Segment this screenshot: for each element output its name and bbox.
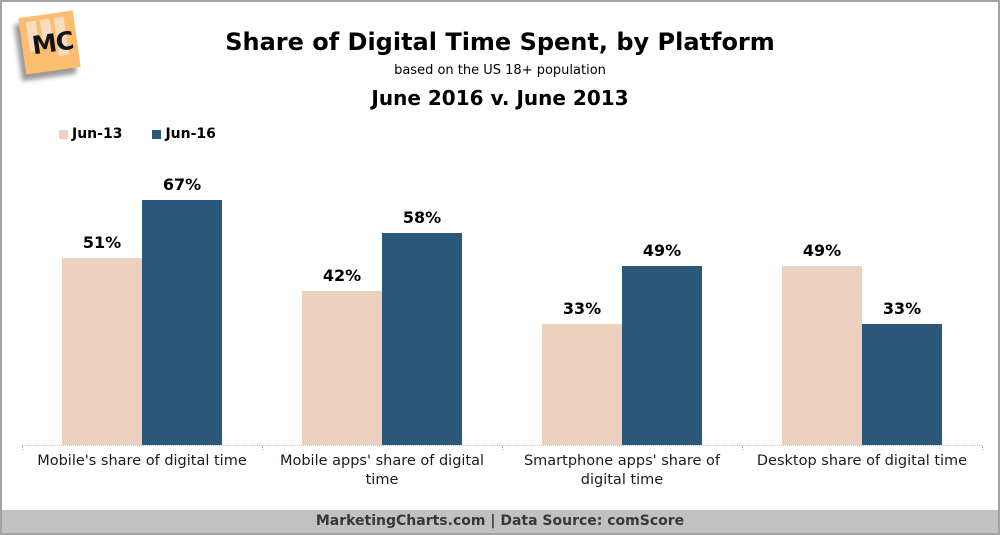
value-label: 49%	[642, 241, 682, 260]
bar-group: 42% 58%	[262, 152, 502, 445]
logo-bar-chart-icon	[18, 10, 72, 56]
category-label: Mobile apps' share of digital time	[279, 453, 485, 488]
legend-item-jun-16: Jun-16	[152, 126, 216, 142]
bar-jun-16	[382, 233, 462, 445]
legend-item-jun-13: Jun-13	[59, 126, 122, 142]
value-label: 33%	[882, 299, 922, 318]
bar-group: 33% 49%	[502, 152, 742, 445]
category-axis-labels: Mobile's share of digital time Mobile app…	[22, 452, 982, 490]
bar-item-jun-13: 51%	[62, 233, 142, 445]
chart-comparison-title: June 2016 v. June 2013	[371, 86, 629, 110]
axis-tick	[22, 446, 23, 450]
legend-label: Jun-13	[72, 126, 123, 142]
bar-jun-13	[302, 291, 382, 445]
bar-jun-13	[782, 266, 862, 445]
bar-jun-16	[862, 324, 942, 445]
x-axis-line	[22, 445, 983, 450]
bar-item-jun-13: 42%	[302, 266, 382, 445]
bar-jun-13	[542, 324, 622, 445]
category-label: Mobile's share of digital time	[37, 453, 247, 469]
bar-item-jun-16: 58%	[382, 208, 462, 445]
bar-group: 51% 67%	[22, 152, 262, 445]
axis-tick	[262, 446, 263, 450]
bar-item-jun-16: 33%	[862, 299, 942, 445]
legend-swatch-jun-16	[152, 129, 162, 139]
axis-tick	[742, 446, 743, 450]
bar-item-jun-16: 49%	[622, 241, 702, 445]
bar-jun-13	[62, 258, 142, 445]
footer-bar: MarketingCharts.com | Data Source: comSc…	[2, 510, 998, 533]
value-label: 42%	[322, 266, 362, 285]
value-label: 49%	[802, 241, 842, 260]
bar-item-jun-16: 67%	[142, 175, 222, 445]
legend: Jun-13 Jun-16	[59, 126, 246, 142]
chart-subtitle: based on the US 18+ population	[394, 63, 606, 78]
legend-swatch-jun-13	[59, 129, 68, 139]
bar-item-jun-13: 49%	[782, 241, 862, 445]
value-label: 51%	[82, 233, 122, 252]
axis-tick	[982, 446, 983, 450]
bar-item-jun-13: 33%	[542, 299, 622, 445]
category-label: Smartphone apps' share of digital time	[523, 453, 721, 488]
bar-group: 49% 33%	[742, 152, 982, 445]
value-label: 33%	[562, 299, 602, 318]
footer-text: MarketingCharts.com | Data Source: comSc…	[315, 513, 685, 529]
bar-jun-16	[142, 200, 222, 445]
plot-area: 51% 67% 42% 58% 33% 49% 49% 33%	[22, 152, 982, 445]
bar-jun-16	[622, 266, 702, 445]
chart-title: Share of Digital Time Spent, by Platform	[225, 28, 775, 56]
legend-label: Jun-16	[165, 126, 216, 142]
axis-tick	[502, 446, 503, 450]
value-label: 58%	[402, 208, 442, 227]
category-label: Desktop share of digital time	[756, 453, 968, 469]
value-label: 67%	[162, 175, 202, 194]
